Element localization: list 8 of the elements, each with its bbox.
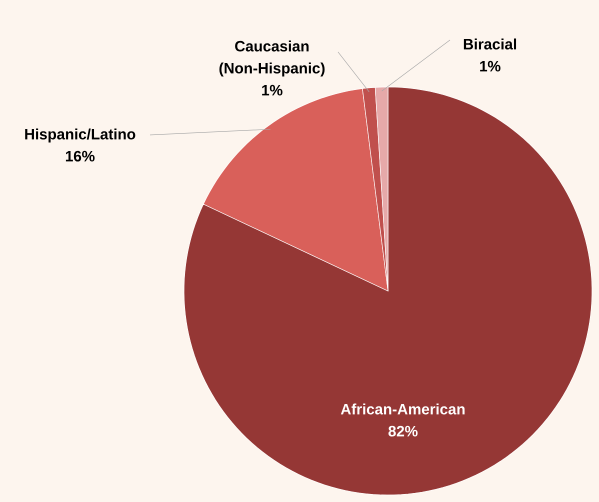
data-label: 1%: [480, 60, 500, 72]
slice-label: Hispanic/Latino: [25, 128, 136, 142]
slice-label: Biracial: [464, 38, 516, 50]
data-label: 82%: [388, 426, 418, 436]
data-label: 16%: [66, 150, 95, 162]
data-label: 1%: [262, 84, 282, 96]
slice-label: African-American: [340, 403, 465, 414]
slice-label: Caucasian (Non-Hispanic): [219, 40, 325, 76]
